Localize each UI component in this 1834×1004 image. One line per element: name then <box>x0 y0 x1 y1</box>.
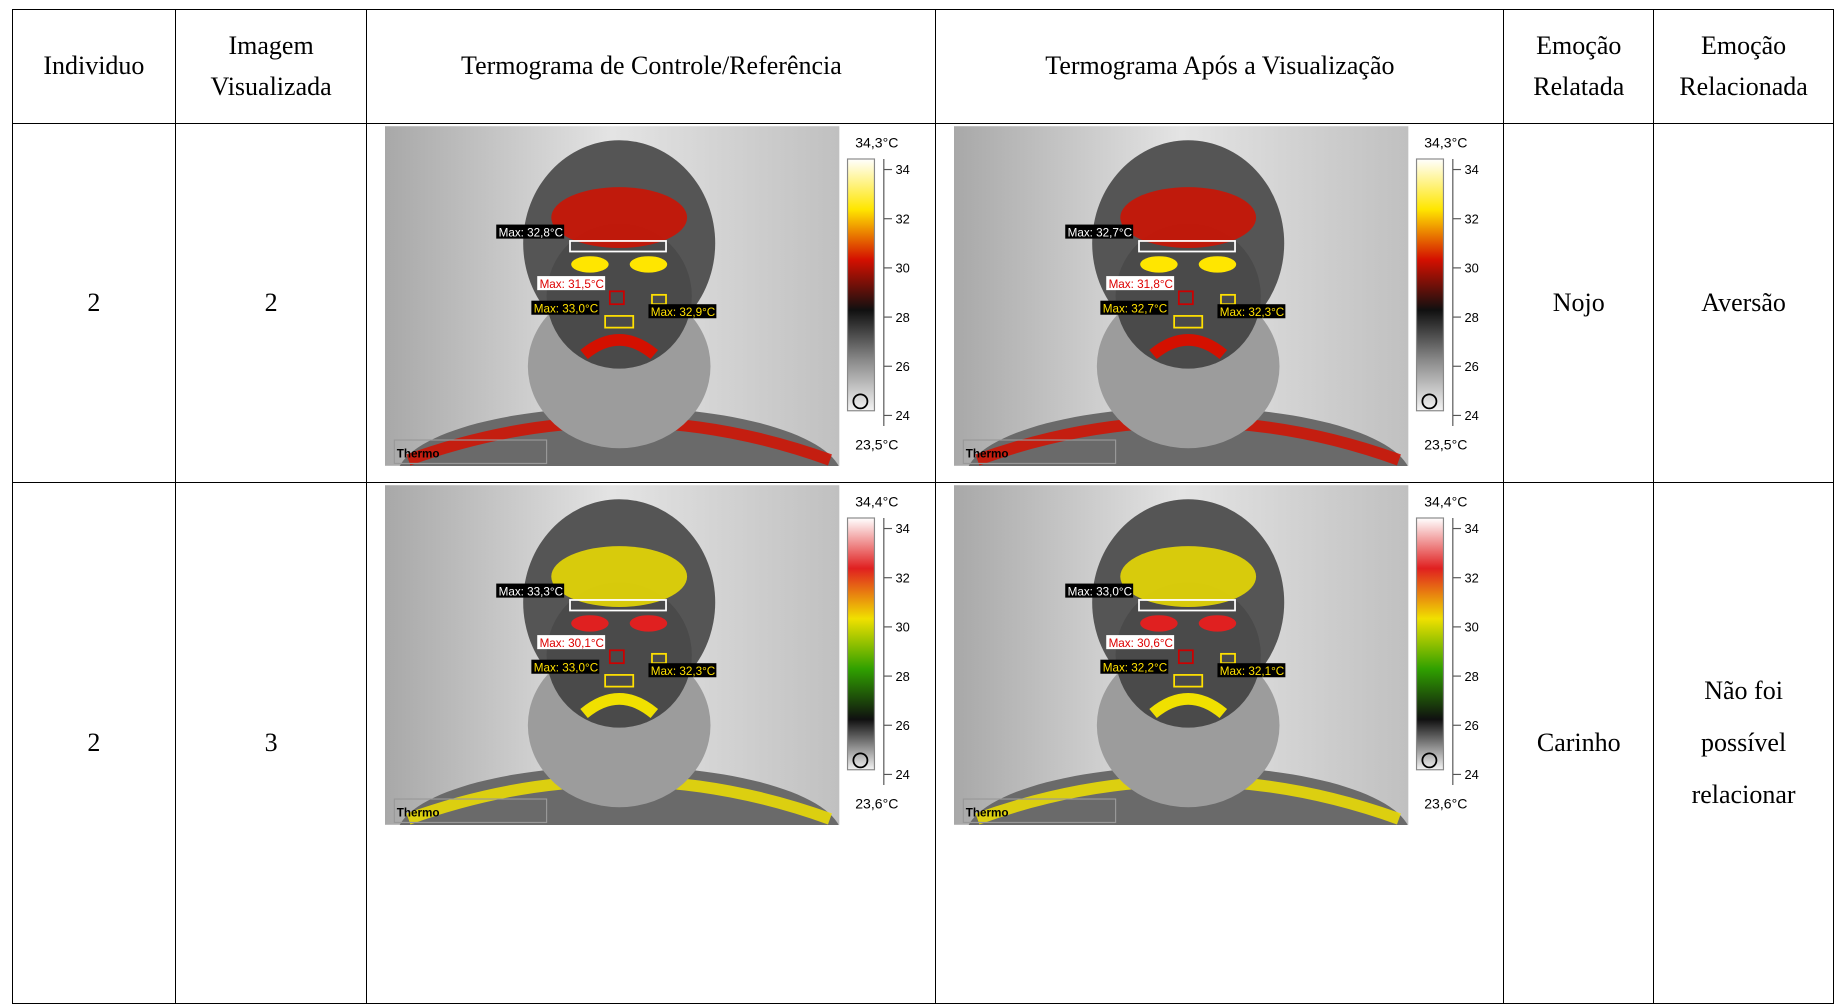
individuo-cell: 2 <box>13 483 176 1004</box>
max-label: Max: 33,3°C <box>499 585 563 598</box>
tick-label: 28 <box>1465 669 1479 684</box>
tick-label: 30 <box>896 620 910 635</box>
max-label: Max: 32,2°C <box>1103 661 1167 674</box>
tick-label: 28 <box>1465 310 1479 325</box>
tick-label: 30 <box>896 261 910 276</box>
thermogram: Max: 32,8°C Max: 31,5°C Max: 33,0°C Max: 32… <box>385 126 933 466</box>
tick-label: 34 <box>896 162 910 177</box>
colorbar <box>1417 518 1444 770</box>
tick-label: 24 <box>1465 767 1479 782</box>
tick-label: 24 <box>1465 408 1479 423</box>
max-label: Max: 32,8°C <box>499 226 563 239</box>
imagem-cell: 3 <box>175 483 367 1004</box>
individuo-cell: 2 <box>13 124 176 483</box>
controle-cell: Max: 33,3°C Max: 30,1°C Max: 33,0°C Max: 32… <box>367 483 936 1004</box>
eye <box>630 615 667 631</box>
tick-label: 32 <box>1465 211 1479 226</box>
max-label: Max: 32,3°C <box>651 665 715 678</box>
forehead <box>552 546 688 607</box>
brand: Thermo <box>397 448 440 461</box>
header-cell: Termograma Após a Visualização <box>936 10 1504 124</box>
colorbar <box>1417 159 1444 411</box>
max-label: Max: 31,8°C <box>1109 278 1173 291</box>
apos-cell: Max: 33,0°C Max: 30,6°C Max: 32,2°C Max: 32… <box>936 483 1504 1004</box>
scale-max: 34,4°C <box>1425 493 1468 509</box>
tick-label: 24 <box>896 767 910 782</box>
relacionada-cell: Aversão <box>1654 124 1834 483</box>
header-cell: Individuo <box>13 10 176 124</box>
tick-label: 28 <box>896 310 910 325</box>
max-label: Max: 32,3°C <box>1220 306 1284 319</box>
tick-label: 32 <box>896 570 910 585</box>
scale-min: 23,5°C <box>856 436 899 452</box>
colorbar <box>848 159 875 411</box>
header-cell: Emoção Relacionada <box>1654 10 1834 124</box>
forehead <box>552 187 688 248</box>
relacionada-cell: Não foi possível relacionar <box>1654 483 1834 1004</box>
tick-label: 28 <box>896 669 910 684</box>
thermogram: Max: 33,3°C Max: 30,1°C Max: 33,0°C Max: 32… <box>385 485 933 825</box>
max-label: Max: 33,0°C <box>534 661 598 674</box>
thermogram: Max: 33,0°C Max: 30,6°C Max: 32,2°C Max: 32… <box>954 485 1502 825</box>
tick-label: 34 <box>1465 162 1479 177</box>
tick-label: 26 <box>896 718 910 733</box>
controle-cell: Max: 32,8°C Max: 31,5°C Max: 33,0°C Max: 32… <box>367 124 936 483</box>
max-label: Max: 32,9°C <box>651 306 715 319</box>
eye <box>1141 256 1178 272</box>
eye <box>572 256 609 272</box>
scale-max: 34,3°C <box>1425 134 1468 150</box>
header-cell: Imagem Visualizada <box>175 10 367 124</box>
apos-cell: Max: 32,7°C Max: 31,8°C Max: 32,7°C Max: 32… <box>936 124 1504 483</box>
scale-max: 34,4°C <box>856 493 899 509</box>
eye <box>1141 615 1178 631</box>
max-label: Max: 32,7°C <box>1103 302 1167 315</box>
eye <box>630 256 667 272</box>
imagem-cell: 2 <box>175 124 367 483</box>
max-label: Max: 32,7°C <box>1068 226 1132 239</box>
header-cell: Emoção Relatada <box>1504 10 1654 124</box>
scale-min: 23,6°C <box>1425 795 1468 811</box>
tick-label: 26 <box>896 359 910 374</box>
tick-label: 30 <box>1465 620 1479 635</box>
tick-label: 30 <box>1465 261 1479 276</box>
forehead <box>1121 546 1257 607</box>
scale-min: 23,5°C <box>1425 436 1468 452</box>
eye <box>572 615 609 631</box>
tick-label: 26 <box>1465 718 1479 733</box>
scale-min: 23,6°C <box>856 795 899 811</box>
tick-label: 34 <box>1465 521 1479 536</box>
header-cell: Termograma de Controle/Referência <box>367 10 936 124</box>
max-label: Max: 33,0°C <box>1068 585 1132 598</box>
max-label: Max: 30,6°C <box>1109 637 1173 650</box>
tick-label: 24 <box>896 408 910 423</box>
colorbar <box>848 518 875 770</box>
max-label: Max: 32,1°C <box>1220 665 1284 678</box>
relatada-cell: Nojo <box>1504 124 1654 483</box>
tick-label: 32 <box>1465 570 1479 585</box>
brand: Thermo <box>966 807 1009 820</box>
tick-label: 34 <box>896 521 910 536</box>
max-label: Max: 30,1°C <box>540 637 604 650</box>
max-label: Max: 33,0°C <box>534 302 598 315</box>
brand: Thermo <box>966 448 1009 461</box>
scale-max: 34,3°C <box>856 134 899 150</box>
tick-label: 26 <box>1465 359 1479 374</box>
page: IndividuoImagem VisualizadaTermograma de… <box>0 0 1834 1003</box>
forehead <box>1121 187 1257 248</box>
eye <box>1199 615 1236 631</box>
eye <box>1199 256 1236 272</box>
max-label: Max: 31,5°C <box>540 278 604 291</box>
relatada-cell: Carinho <box>1504 483 1654 1004</box>
brand: Thermo <box>397 807 440 820</box>
thermogram: Max: 32,7°C Max: 31,8°C Max: 32,7°C Max: 32… <box>954 126 1502 466</box>
tick-label: 32 <box>896 211 910 226</box>
